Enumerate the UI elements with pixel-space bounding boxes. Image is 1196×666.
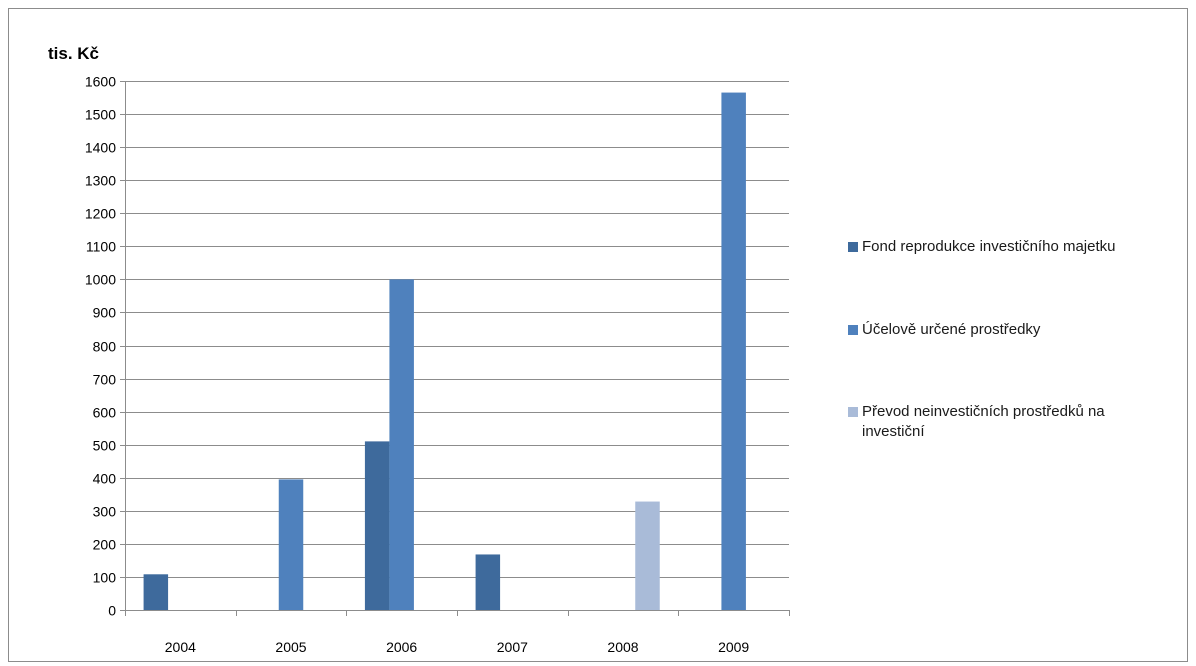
x-tick-label: 2008 xyxy=(607,639,638,655)
bar xyxy=(389,279,414,610)
y-tick-label: 1000 xyxy=(85,272,116,288)
y-tick-label: 900 xyxy=(93,305,117,321)
x-tick-label: 2009 xyxy=(718,639,749,655)
x-tick-label: 2004 xyxy=(165,639,196,655)
chart-frame xyxy=(8,8,1188,662)
legend-item: Převod neinvestičních prostředků na inve… xyxy=(848,402,1188,442)
y-tick-label: 800 xyxy=(93,339,117,355)
legend-label: Fond reprodukce investičního majetku xyxy=(862,238,1116,255)
y-tick-label: 1500 xyxy=(85,107,116,123)
y-tick-label: 1300 xyxy=(85,173,116,189)
y-tick-label: 1600 xyxy=(85,74,116,90)
legend-item: Fond reprodukce investičního majetku xyxy=(848,237,1188,257)
x-axis-ticks: 2004 2005 2006 2007 2008 2009 xyxy=(125,610,790,655)
gridlines xyxy=(125,81,789,578)
legend-swatch xyxy=(848,325,858,335)
legend-swatch xyxy=(848,242,858,252)
y-tick-label: 500 xyxy=(93,438,117,454)
legend-label: Účelově určené prostředky xyxy=(862,321,1041,338)
bar xyxy=(635,501,660,610)
bars xyxy=(143,92,746,610)
y-axis-ticks: 0 100 200 300 400 500 600 700 800 900 1000 1100 1200… xyxy=(85,74,125,619)
y-tick-label: 300 xyxy=(93,504,117,520)
x-tick-label: 2006 xyxy=(386,639,417,655)
legend-label: Převod neinvestičních prostředků na inve… xyxy=(862,403,1105,440)
legend-item: Účelově určené prostředky xyxy=(848,320,1188,340)
y-tick-label: 1400 xyxy=(85,140,116,156)
y-tick-label: 400 xyxy=(93,471,117,487)
y-tick-label: 0 xyxy=(108,603,116,619)
bar xyxy=(143,574,169,610)
x-tick-label: 2007 xyxy=(497,639,528,655)
y-tick-label: 600 xyxy=(93,405,117,421)
y-tick-label: 1200 xyxy=(85,206,116,222)
bar xyxy=(475,554,501,610)
y-tick-label: 700 xyxy=(93,372,117,388)
y-tick-label: 200 xyxy=(93,537,117,553)
y-axis-label: tis. Kč xyxy=(48,44,99,63)
x-tick-label: 2005 xyxy=(275,639,306,655)
bar xyxy=(721,92,746,610)
y-tick-label: 100 xyxy=(93,570,117,586)
bar xyxy=(278,479,304,610)
bar xyxy=(364,441,390,610)
y-tick-label: 1100 xyxy=(86,239,116,255)
legend-swatch xyxy=(848,407,858,417)
